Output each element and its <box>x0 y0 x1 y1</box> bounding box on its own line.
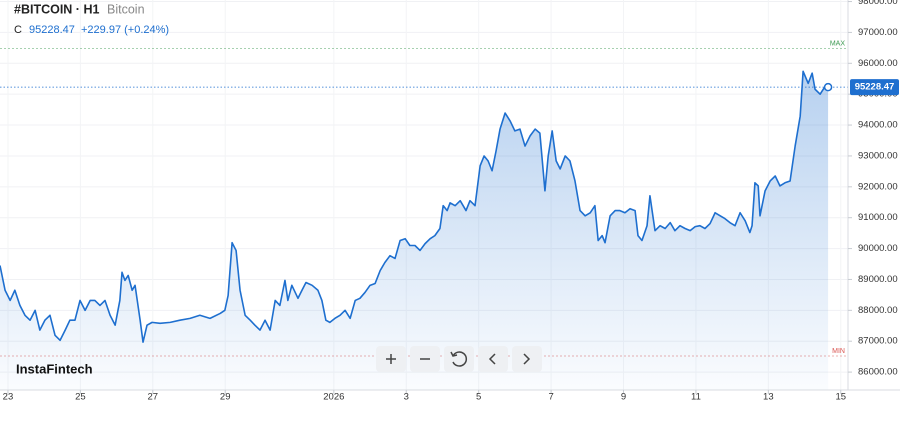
last-price-box <box>850 79 899 96</box>
x-tick-label: 5 <box>476 392 481 403</box>
watermark: InstaFintech <box>16 361 93 376</box>
y-tick-label: 97000.00 <box>858 27 898 38</box>
y-tick-label: 98000.00 <box>858 0 898 7</box>
y-tick-label: 96000.00 <box>858 58 898 69</box>
x-tick-label: 13 <box>763 392 774 403</box>
scroll-left-button[interactable] <box>478 346 508 372</box>
y-tick-label: 94000.00 <box>858 120 898 131</box>
scroll-right-button[interactable] <box>512 346 542 372</box>
line <box>0 70 829 343</box>
last-price-label: 95228.47 <box>855 82 895 93</box>
x-tick-label: 27 <box>148 392 159 403</box>
x-tick-label: 7 <box>548 392 553 403</box>
reference-label: MAX <box>830 40 846 47</box>
plot <box>0 70 848 390</box>
x-tick-label: 29 <box>220 392 231 403</box>
area <box>0 71 829 390</box>
zoom-in-button[interactable] <box>376 346 406 372</box>
x-tick-label: 11 <box>691 392 701 403</box>
symbol: #BITCOIN · H1 <box>14 2 99 16</box>
y-tick-label: 93000.00 <box>858 150 898 161</box>
y-tick-label: 91000.00 <box>858 212 898 223</box>
y-tick-label: 86000.00 <box>858 367 898 378</box>
x-tick-label: 3 <box>404 392 409 403</box>
y-tick-label: 92000.00 <box>858 181 898 192</box>
toolbar <box>376 346 542 372</box>
y-tick-label: 87000.00 <box>858 336 898 347</box>
zoom-out-button[interactable] <box>410 346 440 372</box>
x-tick-label: 2026 <box>323 392 344 403</box>
y-tick-label: 89000.00 <box>858 274 898 285</box>
reference-label: MIN <box>832 348 845 355</box>
reset-button[interactable] <box>444 346 474 372</box>
y-tick-label: 90000.00 <box>858 243 898 254</box>
symbol-name: Bitcoin <box>107 2 145 16</box>
close-label: C <box>14 24 22 36</box>
last-point <box>823 82 833 92</box>
change: +229.97 (+0.24%) <box>81 24 169 36</box>
close-value: 95228.47 <box>29 24 75 36</box>
y-tick-label: 88000.00 <box>858 305 898 316</box>
x-tick-label: 25 <box>75 392 86 403</box>
x-tick-label: 9 <box>621 392 626 403</box>
x-tick-label: 15 <box>835 392 846 403</box>
x-tick-label: 23 <box>3 392 14 403</box>
